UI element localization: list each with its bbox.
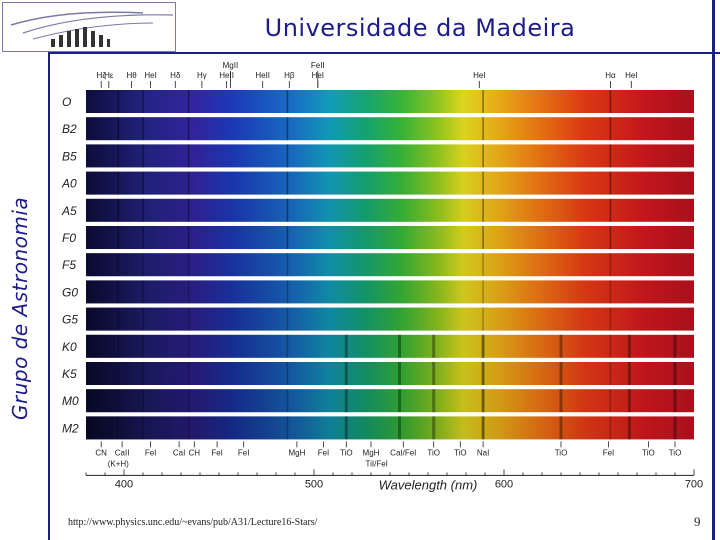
frame-rule-left: [48, 52, 50, 540]
spectral-type-label: M0: [62, 394, 79, 408]
bottom-line-label: CH: [189, 448, 201, 457]
spectral-type-label: K5: [62, 367, 77, 381]
axis-tick-label: 600: [495, 478, 513, 490]
top-line-label: Hε: [104, 71, 114, 80]
spectrum-band-f0: [86, 226, 694, 249]
spectrum-band-k5: [86, 362, 694, 385]
bottom-line-label: TiO: [340, 448, 353, 457]
bottom-line-label: FeI: [211, 448, 223, 457]
bottom-line-label: FeI: [318, 448, 330, 457]
bottom-line-label: CaII: [115, 448, 130, 457]
page-number: 9: [694, 514, 701, 529]
spectrum-band-g5: [86, 307, 694, 331]
top-line-label: HeII: [219, 71, 234, 80]
page-title: Universidade da Madeira: [264, 14, 576, 42]
spectrum-band-o: [86, 90, 694, 113]
spectral-type-label: M2: [62, 421, 79, 435]
spectral-type-label: A0: [61, 177, 77, 191]
spectral-type-label: B2: [62, 122, 77, 136]
spectral-type-label: B5: [62, 149, 77, 163]
frame-rule-right: [712, 0, 715, 540]
bottom-line-label: MgH: [288, 448, 305, 457]
axis-tick-label: 700: [685, 478, 703, 490]
top-line-label: HeII: [255, 71, 270, 80]
spectral-type-label: O: [62, 95, 71, 109]
axis-title: Wavelength (nm): [379, 477, 478, 492]
top-line-label: HeI: [625, 71, 637, 80]
spectral-type-label: F5: [62, 258, 76, 272]
top-line-label: HeI: [312, 71, 324, 80]
spectrum-band-f5: [86, 253, 694, 277]
university-logo: [2, 2, 176, 52]
spectral-type-label: G0: [62, 285, 78, 299]
bottom-line-label: FeI: [238, 448, 250, 457]
top-line-label: MgII: [223, 61, 239, 70]
top-line-label: HeI: [144, 71, 156, 80]
top-line-label: Hζ: [97, 71, 107, 80]
bottom-line-label: MgH: [363, 448, 380, 457]
spectral-type-label: K0: [62, 340, 77, 354]
bottom-line-label: TiO: [669, 448, 682, 457]
bottom-line-label: CN: [95, 448, 107, 457]
bottom-line-label: CaI/FeI: [390, 448, 416, 457]
bottom-line-label: TiI/FeI: [366, 459, 388, 468]
bottom-line-label: TiO: [555, 448, 568, 457]
bottom-line-label: TiO: [454, 448, 467, 457]
spectrum-band-b5: [86, 144, 694, 168]
bottom-line-label: CaI: [173, 448, 185, 457]
top-line-label: Hα: [605, 71, 616, 80]
source-url[interactable]: http://www.physics.unc.edu/~evans/pub/A3…: [68, 517, 318, 528]
spectral-type-label: G5: [62, 313, 78, 327]
bottom-line-label: FeI: [145, 448, 157, 457]
top-line-label: Hγ: [197, 71, 207, 80]
top-line-label: Hδ: [170, 71, 181, 80]
axis-tick-label: 500: [305, 478, 323, 490]
spectrum-band-m2: [86, 416, 694, 440]
spectral-type-label: F0: [62, 231, 76, 245]
spectrum-band-m0: [86, 389, 694, 413]
top-line-label: HeI: [473, 71, 485, 80]
stellar-spectra-figure: Hε Hζ Hθ HeI Hδ Hγ HeII MgII HeII Hβ FeII HeI HeI Hα H…: [58, 58, 709, 512]
spectrum-band-a5: [86, 198, 694, 222]
frame-rule-top: [50, 52, 720, 54]
top-line-label: Hβ: [284, 71, 295, 80]
bottom-line-label: TiO: [427, 448, 440, 457]
bottom-line-label: TiO: [642, 448, 655, 457]
spectrum-band-k0: [86, 334, 694, 358]
bottom-line-label: NaI: [477, 448, 489, 457]
bottom-line-label: FeI: [603, 448, 615, 457]
spectral-type-label: A5: [61, 204, 77, 218]
side-vertical-label: Grupo de Astronomia: [8, 196, 32, 420]
spectrum-band-b2: [86, 117, 694, 141]
top-line-label: Hθ: [126, 71, 137, 80]
top-line-label: FeII: [311, 61, 325, 70]
spectrum-band-a0: [86, 171, 694, 195]
spectrum-band-g0: [86, 280, 694, 304]
axis-tick-label: 400: [115, 478, 133, 490]
bottom-line-label: (K+H): [108, 459, 129, 468]
